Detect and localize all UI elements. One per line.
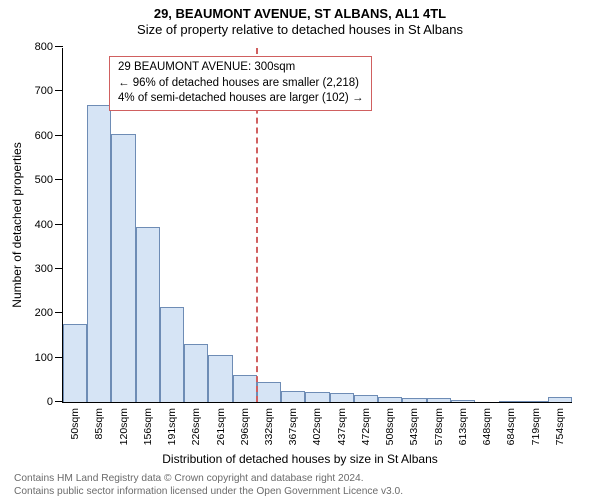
histogram-bar [523, 401, 547, 402]
x-tick-label: 472sqm [360, 408, 372, 445]
x-tick-label: 191sqm [166, 408, 178, 445]
y-tick [55, 135, 63, 136]
y-tick-label: 300 [35, 263, 53, 275]
x-axis-label: Distribution of detached houses by size … [0, 452, 600, 466]
x-tick-label: 508sqm [384, 408, 396, 445]
bar-slot: 508sqm [378, 48, 402, 402]
y-tick [55, 401, 63, 402]
chart-title-sub: Size of property relative to detached ho… [0, 22, 600, 37]
x-tick-label: 85sqm [93, 408, 105, 440]
chart-title-main: 29, BEAUMONT AVENUE, ST ALBANS, AL1 4TL [0, 6, 600, 21]
histogram-bar [548, 397, 572, 402]
bar-slot: 85sqm [87, 48, 111, 402]
bar-slot: 754sqm [548, 48, 572, 402]
x-tick-label: 50sqm [69, 408, 81, 440]
x-tick-label: 684sqm [505, 408, 517, 445]
x-tick-label: 719sqm [530, 408, 542, 445]
histogram-bar [427, 398, 451, 402]
y-tick-label: 200 [35, 307, 53, 319]
attribution-line: Contains public sector information licen… [14, 485, 403, 498]
x-tick-label: 648sqm [481, 408, 493, 445]
bar-slot: 613sqm [451, 48, 475, 402]
x-tick-label: 261sqm [215, 408, 227, 445]
y-tick [55, 179, 63, 180]
histogram-bar [208, 355, 232, 402]
histogram-bar [257, 382, 281, 402]
bar-slot: 719sqm [523, 48, 547, 402]
y-tick [55, 268, 63, 269]
y-tick-label: 100 [35, 352, 53, 364]
attribution-line: Contains HM Land Registry data © Crown c… [14, 472, 403, 485]
x-tick-label: 120sqm [118, 408, 130, 445]
y-tick-label: 700 [35, 85, 53, 97]
histogram-bar [160, 307, 184, 402]
x-tick-label: 226sqm [190, 408, 202, 445]
annotation-line: ← 96% of detached houses are smaller (2,… [118, 76, 363, 92]
bar-slot: 648sqm [475, 48, 499, 402]
y-tick [55, 357, 63, 358]
histogram-bar [305, 392, 329, 402]
chart-plot-area: 50sqm85sqm120sqm156sqm191sqm226sqm261sqm… [62, 48, 572, 403]
histogram-bar [111, 134, 135, 402]
bar-slot: 578sqm [427, 48, 451, 402]
histogram-bar [87, 105, 111, 402]
x-tick-label: 613sqm [457, 408, 469, 445]
y-tick-label: 600 [35, 130, 53, 142]
histogram-bar [281, 391, 305, 402]
y-tick-label: 0 [47, 396, 53, 408]
x-tick-label: 156sqm [142, 408, 154, 445]
histogram-bar [354, 395, 378, 402]
y-tick-label: 800 [35, 41, 53, 53]
histogram-bar [184, 344, 208, 402]
y-tick [55, 312, 63, 313]
x-tick-label: 402sqm [311, 408, 323, 445]
x-tick-label: 367sqm [287, 408, 299, 445]
histogram-bar [330, 393, 354, 402]
annotation-line: 4% of semi-detached houses are larger (1… [118, 91, 363, 107]
y-axis-label: Number of detached properties [10, 142, 24, 307]
histogram-bar [499, 401, 523, 402]
bar-slot: 543sqm [402, 48, 426, 402]
histogram-bar [136, 227, 160, 402]
histogram-bar [63, 324, 87, 402]
histogram-bar [378, 397, 402, 402]
x-tick-label: 578sqm [433, 408, 445, 445]
histogram-bar [402, 398, 426, 402]
y-tick-label: 400 [35, 219, 53, 231]
annotation-box: 29 BEAUMONT AVENUE: 300sqm← 96% of detac… [109, 56, 372, 111]
x-tick-label: 332sqm [263, 408, 275, 445]
attribution-text: Contains HM Land Registry data © Crown c… [14, 472, 403, 499]
annotation-line: 29 BEAUMONT AVENUE: 300sqm [118, 60, 363, 76]
y-tick [55, 46, 63, 47]
y-tick [55, 224, 63, 225]
y-tick-label: 500 [35, 174, 53, 186]
histogram-bar [451, 400, 475, 402]
bar-slot: 50sqm [63, 48, 87, 402]
x-tick-label: 543sqm [408, 408, 420, 445]
y-tick [55, 90, 63, 91]
bar-slot: 684sqm [499, 48, 523, 402]
x-tick-label: 437sqm [336, 408, 348, 445]
x-tick-label: 296sqm [239, 408, 251, 445]
x-tick-label: 754sqm [554, 408, 566, 445]
histogram-bar [233, 375, 257, 403]
